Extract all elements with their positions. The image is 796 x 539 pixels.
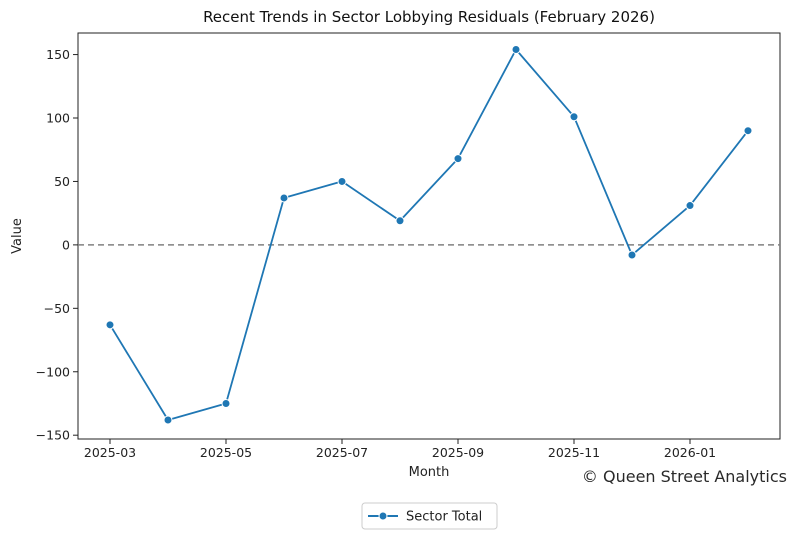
x-tick-label: 2025-05 [200, 445, 252, 460]
data-point[interactable] [511, 44, 521, 54]
y-axis: −150 −100 −50 0 50 100 150 [36, 47, 78, 443]
data-point[interactable] [453, 154, 463, 164]
series-line-sector-total [109, 48, 749, 421]
legend-marker-swatch [378, 511, 388, 521]
y-tick-label: −50 [44, 301, 70, 316]
y-axis-title: Value [10, 218, 25, 254]
data-point[interactable] [221, 398, 231, 408]
data-point[interactable] [337, 176, 347, 186]
x-axis-title: Month [409, 465, 450, 480]
data-point[interactable] [395, 216, 405, 226]
data-point[interactable] [627, 250, 637, 260]
y-tick-label: 0 [62, 237, 70, 252]
x-tick-label: 2025-07 [316, 445, 368, 460]
y-tick-label: −100 [36, 364, 70, 379]
x-tick-label: 2026-01 [664, 445, 716, 460]
data-point[interactable] [743, 126, 753, 136]
data-point[interactable] [685, 201, 695, 211]
legend-box [361, 502, 498, 530]
x-tick-label: 2025-11 [548, 445, 600, 460]
x-tick-label: 2025-03 [84, 445, 136, 460]
y-tick-label: 100 [46, 111, 70, 126]
series-layer [105, 44, 753, 425]
y-tick-label: 50 [54, 174, 70, 189]
x-tick-label: 2025-09 [432, 445, 484, 460]
x-axis: 2025-03 2025-05 2025-07 2025-09 2025-11 2026-… [84, 439, 716, 460]
y-tick-label: −150 [36, 428, 70, 443]
data-point[interactable] [105, 320, 115, 330]
legend[interactable]: Sector Total [361, 502, 498, 530]
data-point[interactable] [163, 415, 173, 425]
legend-entry-sector-total: Sector Total [406, 510, 482, 525]
data-point[interactable] [279, 193, 289, 203]
y-tick-label: 150 [46, 47, 70, 62]
chart-title: Recent Trends in Sector Lobbying Residua… [203, 8, 655, 26]
credit-watermark: © Queen Street Analytics [582, 467, 787, 486]
data-point[interactable] [569, 112, 579, 122]
plot-area [77, 32, 781, 440]
